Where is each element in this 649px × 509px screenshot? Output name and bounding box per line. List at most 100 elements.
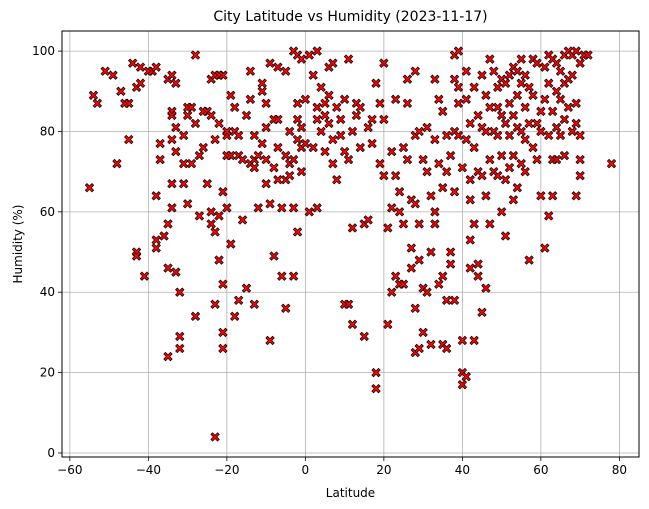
x-axis-title: Latitude — [326, 486, 375, 500]
data-point — [210, 299, 220, 309]
data-point — [422, 122, 432, 133]
data-point — [312, 114, 322, 125]
data-point — [567, 70, 577, 80]
data-point — [347, 319, 358, 330]
data-point — [402, 74, 413, 84]
data-point — [206, 219, 216, 229]
data-point — [422, 287, 432, 297]
data-point — [383, 223, 393, 233]
data-point — [426, 247, 436, 257]
data-point — [571, 191, 581, 201]
data-point — [504, 130, 515, 141]
data-point — [492, 130, 503, 141]
data-point — [245, 94, 256, 105]
data-point — [131, 251, 142, 261]
data-point — [253, 203, 263, 213]
data-point — [481, 90, 491, 100]
data-point — [445, 259, 456, 269]
data-point — [88, 90, 99, 100]
data-point — [347, 223, 358, 233]
data-point — [151, 62, 161, 72]
data-point — [214, 255, 224, 265]
data-point — [426, 339, 436, 350]
data-point — [465, 195, 475, 205]
data-point — [540, 62, 550, 72]
data-point — [308, 142, 318, 153]
data-point — [414, 255, 424, 265]
data-point — [430, 74, 440, 84]
data-point — [528, 90, 538, 100]
data-point — [559, 114, 570, 125]
data-point — [328, 158, 338, 169]
data-point — [335, 130, 346, 141]
data-point — [504, 98, 515, 109]
data-point — [167, 110, 177, 121]
data-point — [422, 166, 432, 177]
data-point — [288, 154, 299, 165]
data-point — [540, 243, 550, 253]
data-point — [222, 203, 232, 213]
data-point — [151, 235, 161, 245]
data-point — [547, 191, 558, 201]
data-point — [469, 219, 479, 229]
data-point — [485, 219, 495, 229]
data-point — [292, 114, 303, 125]
x-tick-label: 80 — [612, 463, 627, 477]
data-point — [261, 154, 271, 165]
data-point — [296, 166, 307, 177]
data-point — [304, 207, 314, 217]
data-point — [438, 183, 448, 193]
data-point — [218, 70, 228, 80]
data-point — [520, 70, 530, 80]
data-point — [367, 138, 377, 149]
data-point — [257, 138, 267, 149]
data-point — [500, 118, 511, 129]
data-point — [167, 179, 177, 189]
data-point — [461, 94, 471, 105]
data-point — [210, 227, 220, 237]
data-point — [575, 170, 585, 181]
data-point — [555, 66, 566, 76]
data-point — [398, 279, 409, 289]
data-point — [167, 134, 177, 145]
data-point — [163, 219, 173, 229]
data-point — [171, 267, 181, 277]
data-point — [265, 335, 275, 346]
y-axis-title: Humidity (%) — [11, 205, 25, 284]
data-point — [281, 66, 291, 76]
data-point — [194, 211, 205, 221]
data-point — [477, 307, 487, 318]
data-point — [453, 98, 464, 109]
data-point — [473, 110, 483, 121]
data-point — [171, 146, 181, 157]
data-point — [277, 203, 287, 213]
data-point — [390, 94, 401, 105]
data-point — [559, 150, 570, 161]
data-point — [339, 146, 350, 157]
data-point — [312, 203, 322, 213]
data-point — [512, 183, 523, 193]
data-point — [328, 58, 338, 68]
data-point — [241, 110, 252, 121]
data-point — [398, 219, 409, 229]
data-point — [233, 130, 244, 141]
data-point — [300, 94, 311, 105]
data-point — [355, 142, 366, 153]
data-point — [536, 191, 546, 201]
data-point — [492, 82, 503, 92]
data-point — [524, 82, 534, 92]
y-tick-label: 20 — [40, 366, 55, 380]
data-point — [139, 271, 150, 281]
data-point — [575, 58, 585, 68]
data-point — [469, 335, 479, 346]
x-tick-label: −40 — [136, 463, 161, 477]
data-point — [112, 158, 122, 169]
y-tick-label: 40 — [40, 285, 55, 299]
data-point — [449, 74, 460, 84]
data-point — [249, 130, 260, 141]
data-point — [230, 102, 240, 113]
data-point — [387, 287, 397, 297]
data-point — [371, 78, 381, 88]
data-point — [398, 142, 409, 153]
data-point — [441, 166, 452, 177]
